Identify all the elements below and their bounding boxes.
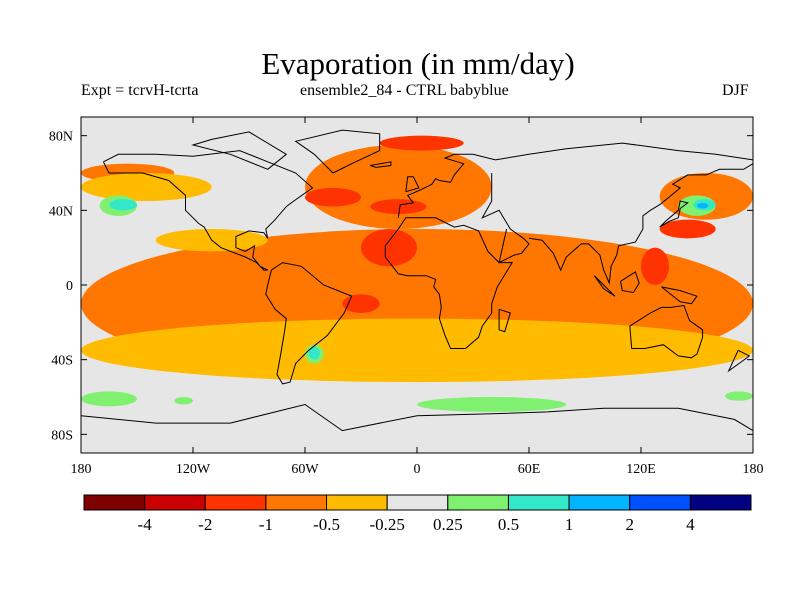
- coastline: [265, 262, 353, 385]
- x-tick-label: 60W: [291, 462, 319, 477]
- x-tick-label: 180: [71, 462, 92, 477]
- field-region: [308, 346, 320, 360]
- coastline: [593, 275, 616, 297]
- colorbar-swatch: [204, 494, 267, 511]
- coastline: [384, 217, 514, 349]
- colorbar-label: -2: [198, 515, 212, 534]
- coastline: [294, 129, 381, 174]
- y-tick-label: 0: [66, 279, 73, 294]
- field-region: [81, 391, 137, 407]
- colorbar-swatch: [507, 494, 570, 511]
- x-tick-label: 60E: [518, 462, 541, 477]
- colorbar-label: 1: [565, 515, 574, 534]
- field-region: [305, 187, 361, 207]
- colorbar-swatch: [265, 494, 328, 511]
- coastline: [481, 173, 530, 264]
- colorbar-label: -0.25: [369, 515, 404, 534]
- field-region: [109, 199, 137, 211]
- coastline: [659, 200, 689, 228]
- colorbar-label: -0.5: [313, 515, 340, 534]
- field-region: [305, 145, 492, 229]
- colorbar-swatch: [447, 494, 509, 511]
- colorbar-swatch: [568, 494, 631, 511]
- field-region: [417, 397, 567, 412]
- colorbar-swatch: [689, 494, 752, 511]
- field-region: [370, 199, 427, 215]
- coastline: [397, 142, 753, 218]
- coastline: [620, 271, 640, 294]
- colorbar-label: -4: [138, 515, 153, 534]
- field-region: [81, 173, 212, 201]
- chart-title: Evaporation (in mm/day): [261, 46, 575, 81]
- x-tick-label: 180: [743, 462, 764, 477]
- x-tick-label: 120E: [626, 462, 656, 477]
- field-region: [697, 202, 709, 209]
- y-tick-label: 40N: [49, 204, 73, 219]
- field-region: [361, 229, 417, 267]
- colorbar: -4 -2 -1 -0.5 -0.25 0.25 0.5 1 2 4: [83, 494, 752, 534]
- colorbar-swatch: [326, 494, 388, 511]
- coastline: [191, 131, 288, 170]
- colorbar-swatch: [144, 494, 206, 511]
- coastline: [528, 163, 753, 286]
- field-region: [81, 318, 753, 383]
- field-region: [725, 391, 753, 401]
- y-tick-label: 80S: [51, 428, 73, 443]
- coastline: [405, 176, 420, 193]
- coastline: [727, 349, 751, 373]
- coastline: [498, 308, 511, 333]
- coastlines: [81, 129, 753, 432]
- field-region: [641, 247, 669, 285]
- coastline: [81, 403, 753, 432]
- y-tick-label: 80N: [49, 130, 73, 145]
- colorbar-swatch: [386, 494, 449, 511]
- map-field-layer: [81, 117, 753, 453]
- field-region: [174, 397, 194, 405]
- colorbar-label: -1: [259, 515, 273, 534]
- colorbar-label: 4: [686, 515, 695, 534]
- season-label: DJF: [722, 82, 749, 99]
- coastline: [102, 150, 314, 271]
- colorbar-label: 0.25: [433, 515, 463, 534]
- x-tick-label: 120W: [176, 462, 211, 477]
- field-region: [379, 135, 464, 151]
- colorbar-swatch: [629, 494, 691, 511]
- x-tick-label: 0: [414, 462, 421, 477]
- coastline: [629, 304, 704, 359]
- coastline: [370, 161, 392, 168]
- experiment-label: Expt = tcrvH-tcrta: [81, 82, 199, 99]
- y-tick-label: 40S: [51, 354, 73, 369]
- ensemble-label: ensemble2_84 - CTRL babyblue: [300, 82, 509, 99]
- field-region: [659, 219, 716, 239]
- coastline: [661, 286, 698, 305]
- colorbar-label: 2: [625, 515, 634, 534]
- axis-ticks: 180 120W 60W 0 60E 120E 180 80N 40N 0 40S 80S: [49, 117, 764, 477]
- field-region: [342, 294, 380, 313]
- colorbar-swatch: [83, 494, 146, 511]
- colorbar-label: 0.5: [498, 515, 519, 534]
